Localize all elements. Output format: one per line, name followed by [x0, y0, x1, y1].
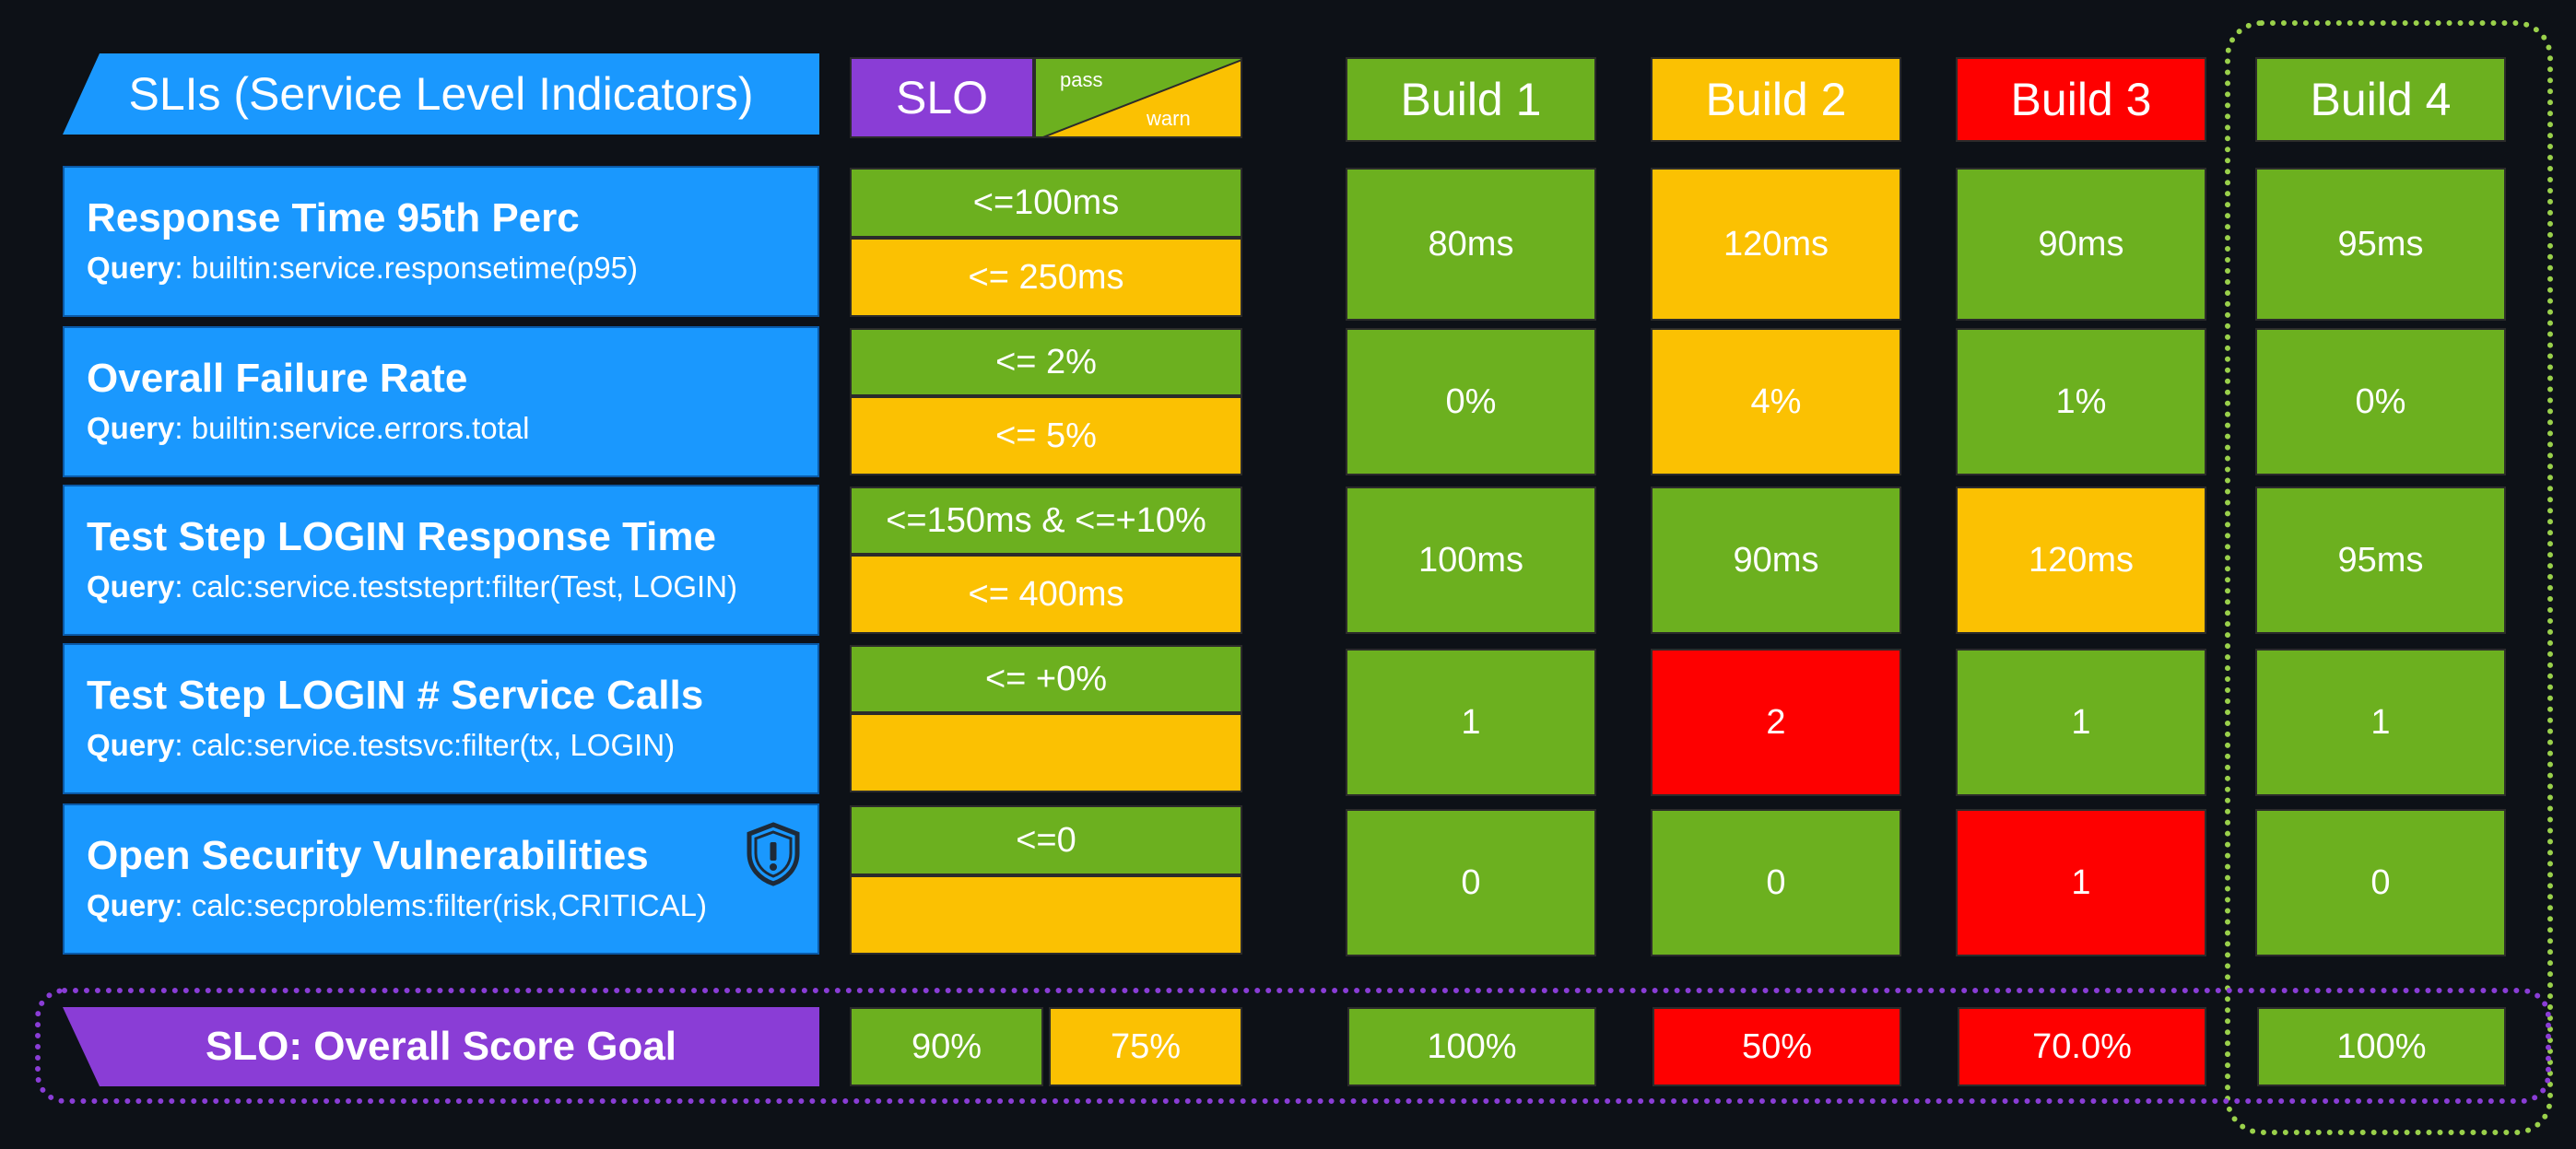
- build-4-header: Build 4: [2255, 57, 2506, 142]
- score-title-shape: [63, 1007, 819, 1086]
- result-cell: 1%: [1956, 328, 2206, 475]
- result-cell: 0: [2255, 809, 2506, 956]
- score-result-cell: 100%: [1347, 1007, 1596, 1086]
- result-cell: 0: [1651, 809, 1901, 956]
- score-title: SLO: Overall Score Goal: [205, 1024, 677, 1069]
- shield-alert-icon: [747, 822, 800, 886]
- sli-query: Query: calc:secproblems:filter(risk,CRIT…: [87, 887, 707, 922]
- build-2-header: Build 2: [1651, 57, 1901, 142]
- sli-header-banner: SLIs (Service Level Indicators): [63, 53, 819, 135]
- result-cell: 95ms: [2255, 168, 2506, 321]
- score-result-cell: 70.0%: [1958, 1007, 2206, 1086]
- sli-header-shape: [63, 53, 819, 135]
- slo-warn-cell: [850, 875, 1242, 955]
- result-cell: 80ms: [1346, 168, 1596, 321]
- build4-highlight-border: [2225, 20, 2553, 1135]
- slo-warn-cell: <= 250ms: [850, 238, 1242, 317]
- slo-warn-cell: [850, 713, 1242, 792]
- slo-pass-cell: <= +0%: [850, 645, 1242, 713]
- score-result-cell: 50%: [1653, 1007, 1901, 1086]
- pass-warn-legend: pass warn: [1034, 57, 1242, 138]
- result-cell: 90ms: [1651, 487, 1901, 634]
- slo-pass-cell: <= 2%: [850, 328, 1242, 396]
- sli-query: Query: calc:service.teststeprt:filter(Te…: [87, 569, 738, 604]
- sli-query: Query: calc:service.testsvc:filter(tx, L…: [87, 727, 676, 762]
- result-cell: 1: [1346, 649, 1596, 796]
- slo-pass-cell: <=0: [850, 805, 1242, 875]
- sli-row-failure-rate: Overall Failure Rate Query: builtin:serv…: [63, 326, 819, 477]
- result-cell: 0%: [1346, 328, 1596, 475]
- build-1-header: Build 1: [1346, 57, 1596, 142]
- score-title-banner: SLO: Overall Score Goal: [63, 1007, 819, 1086]
- sli-query: Query: builtin:service.responsetime(p95): [87, 250, 638, 285]
- pass-legend-label: pass: [1060, 68, 1103, 91]
- result-cell: 1: [1956, 809, 2206, 956]
- sli-query: Query: builtin:service.errors.total: [87, 410, 530, 445]
- sli-header-title: SLIs (Service Level Indicators): [128, 68, 754, 120]
- pass-warn-split: [1036, 59, 1241, 136]
- slo-pass-cell: <=150ms & <=+10%: [850, 487, 1242, 555]
- sli-title: Test Step LOGIN # Service Calls: [87, 673, 704, 719]
- result-cell: 4%: [1651, 328, 1901, 475]
- result-cell: 2: [1651, 649, 1901, 796]
- build-3-label: Build 3: [2010, 74, 2152, 125]
- build-3-header: Build 3: [1956, 57, 2206, 142]
- sli-row-login-response-time: Test Step LOGIN Response Time Query: cal…: [63, 485, 819, 636]
- result-cell: 120ms: [1651, 168, 1901, 321]
- result-cell: 1: [1956, 649, 2206, 796]
- score-row-highlight-border: [35, 988, 2551, 1104]
- sli-title: Overall Failure Rate: [87, 356, 468, 402]
- result-cell: 0: [1346, 809, 1596, 956]
- sli-title: Test Step LOGIN Response Time: [87, 514, 716, 560]
- slo-header-text: SLO: [895, 72, 989, 123]
- sli-title: Open Security Vulnerabilities: [87, 833, 649, 879]
- score-result-cell: 100%: [2257, 1007, 2506, 1086]
- slo-warn-cell: <= 5%: [850, 396, 1242, 475]
- sli-row-response-time: Response Time 95th Perc Query: builtin:s…: [63, 166, 819, 317]
- result-cell: 95ms: [2255, 487, 2506, 634]
- sli-title: Response Time 95th Perc: [87, 195, 580, 241]
- slo-pass-cell: <=100ms: [850, 168, 1242, 238]
- slo-header-label: SLO: [850, 57, 1034, 138]
- warn-legend-label: warn: [1147, 107, 1191, 130]
- score-pass-goal: 90%: [850, 1007, 1043, 1086]
- sli-row-login-service-calls: Test Step LOGIN # Service Calls Query: c…: [63, 643, 819, 794]
- sli-row-security-vulnerabilities: Open Security Vulnerabilities Query: cal…: [63, 803, 819, 955]
- result-cell: 1: [2255, 649, 2506, 796]
- build-2-label: Build 2: [1705, 74, 1847, 125]
- result-cell: 120ms: [1956, 487, 2206, 634]
- build-1-label: Build 1: [1400, 74, 1542, 125]
- result-cell: 0%: [2255, 328, 2506, 475]
- result-cell: 100ms: [1346, 487, 1596, 634]
- slo-warn-cell: <= 400ms: [850, 555, 1242, 634]
- result-cell: 90ms: [1956, 168, 2206, 321]
- build-4-label: Build 4: [2310, 74, 2452, 125]
- score-warn-goal: 75%: [1049, 1007, 1242, 1086]
